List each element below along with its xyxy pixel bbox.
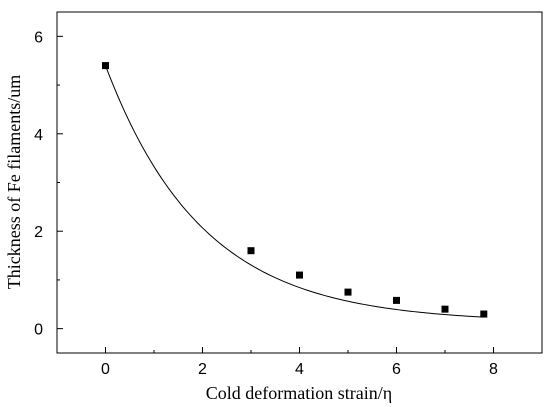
data-point	[296, 271, 303, 279]
axis-ticks	[56, 35, 543, 353]
data-point	[102, 62, 109, 70]
data-point	[344, 288, 352, 296]
plot-frame	[56, 11, 543, 354]
y-tick-label: 4	[34, 127, 43, 144]
data-point	[247, 247, 255, 255]
data-point	[393, 296, 400, 304]
x-tick-label: 8	[489, 361, 498, 378]
x-tick-label: 6	[392, 361, 401, 378]
y-tick-label: 2	[34, 224, 43, 241]
x-tick-label: 4	[295, 361, 304, 378]
data-points	[102, 62, 488, 318]
data-point	[441, 305, 449, 313]
y-tick-label: 0	[34, 322, 43, 339]
x-axis-title: Cold deformation strain/η	[206, 383, 392, 403]
tick-labels: 0 2 4 6 8 0 2 4 6	[34, 29, 498, 378]
data-point	[480, 310, 488, 318]
fit-curve	[105, 65, 484, 318]
y-axis-title: Thickness of Fe filaments/um	[4, 75, 24, 289]
x-tick-label: 2	[198, 361, 207, 378]
y-tick-label: 6	[34, 29, 43, 46]
x-tick-label: 0	[101, 361, 110, 378]
